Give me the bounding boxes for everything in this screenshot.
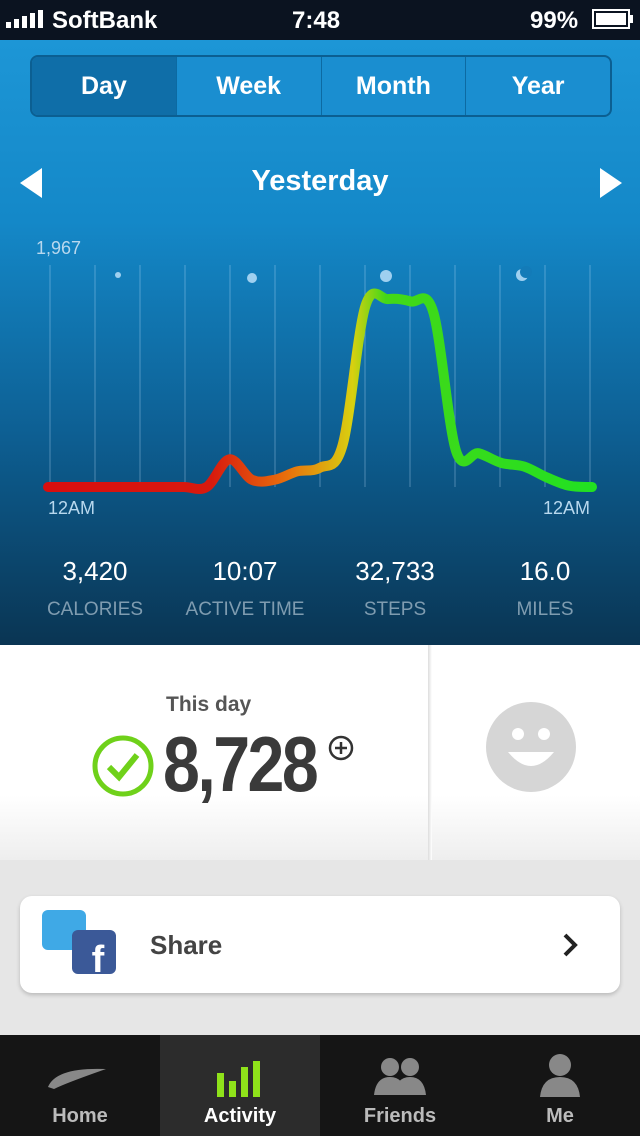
x-label: 12AM [48,498,95,518]
battery-text: 99% [530,7,579,34]
tab-me[interactable]: Me [480,1035,640,1136]
carrier: SoftBank [52,7,158,34]
stat: 3,420 CALORIES [20,556,170,621]
tab[interactable]: Month [320,57,466,115]
stat-label: MILES [516,599,574,620]
max-label: 1,967 [36,238,81,258]
stat: 16.0 MILES [470,556,620,621]
smiley [486,702,576,792]
tab-label: Home [52,1105,108,1127]
grid [49,265,591,487]
stat: 10:07 ACTIVE TIME [170,556,320,621]
divider [428,645,432,860]
goal-value: 8,728 [163,720,319,808]
social-icons: f [42,910,116,978]
x-label: 12AM [543,498,590,518]
stat-value: 32,733 [355,556,435,586]
tab-bar: Home Activity Friends Me [0,1035,640,1136]
stat-label: STEPS [363,599,427,620]
activity-line [43,288,597,495]
date-label: Yesterday [251,165,389,197]
prev-arrow[interactable] [18,166,44,200]
stat-value: 3,420 [62,556,128,586]
stat-label: CALORIES [46,599,144,620]
tab-label: Me [546,1105,574,1127]
stat-value: 10:07 [212,556,278,586]
time-icons [115,266,532,283]
stat: 32,733 STEPS [320,556,470,621]
next-arrow[interactable] [598,166,624,200]
stat-label: ACTIVE TIME [185,599,305,620]
svg-text:f: f [92,939,105,978]
tab-home[interactable]: Home [0,1035,160,1136]
battery-icon [592,9,633,29]
activity-panel [0,40,640,645]
activity-chart: 1,967 12AM 12AM [36,238,597,518]
tab[interactable]: Day [32,57,176,115]
tab[interactable]: Year [465,57,610,115]
tab-label: Activity [203,1105,277,1127]
period-tabs: Day Week Month Year [30,55,612,117]
stat-value: 16.0 [519,556,571,586]
tab[interactable]: Week [175,57,321,115]
tab-label: Friends [363,1105,437,1127]
signal-icon [6,10,43,28]
chevron [563,933,578,957]
check-icon [92,735,154,797]
share-label: Share [150,930,223,960]
tab-friends[interactable]: Friends [320,1035,480,1136]
tab-activity[interactable]: Activity [160,1035,320,1136]
time: 7:48 [292,7,341,34]
share-button[interactable]: f Share [20,896,620,993]
status-bar: SoftBank 7:48 99% [0,0,640,40]
plus-icon[interactable] [326,733,356,763]
goal-card: This day 8,728 [0,645,640,860]
goal-caption: This day [166,693,252,716]
